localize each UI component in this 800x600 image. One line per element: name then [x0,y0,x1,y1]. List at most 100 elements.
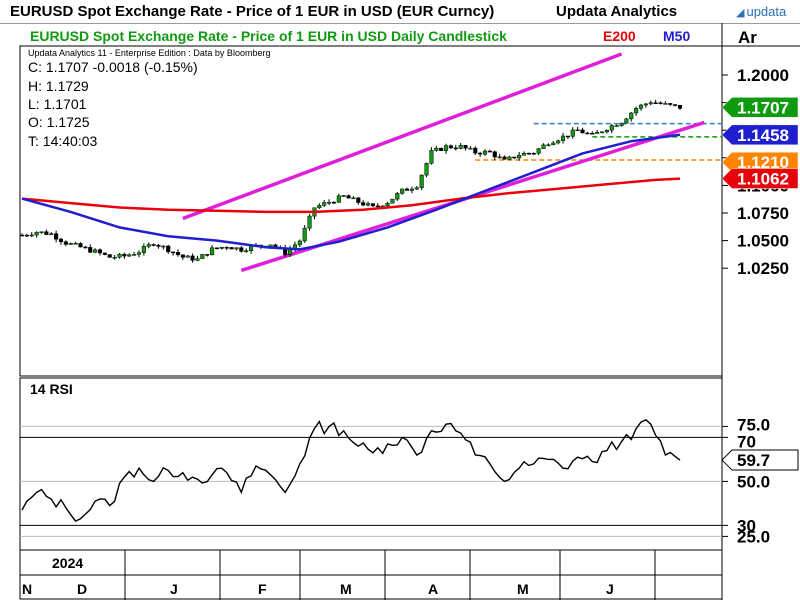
candle-body [614,125,619,127]
candle-body [117,253,122,258]
candle-body [677,104,683,109]
price-badge [721,124,799,146]
candle-body [658,102,663,105]
candle-body [375,205,380,208]
candle-body [210,247,215,256]
candle-body [58,238,64,242]
price-axis-label: 1.0250 [737,259,789,278]
candle-body [473,147,478,154]
candle-body [244,250,249,253]
candle-body [482,150,488,155]
axis-tag: Ar [738,28,757,47]
rsi-axis-label: 30 [737,516,756,535]
candle-body [234,247,239,250]
candle-body [414,187,419,190]
price-badge [721,168,799,189]
candle-body [541,144,546,149]
candle-body [122,253,127,257]
candle-body [575,129,580,132]
candle-body [361,202,366,206]
candle-body [171,251,176,254]
candle-body [507,156,512,160]
chart-area[interactable]: EURUSD Spot Exchange Rate - Price of 1 E… [0,23,800,600]
candle-body [434,147,439,151]
candle-body [478,152,483,155]
candle-body [590,132,595,135]
rsi-axis-label: 70 [737,432,756,451]
candle-body [648,102,653,105]
candle-body [595,131,600,134]
candle-body [634,108,639,114]
candle-body [409,188,414,191]
price-badge-label: 1.1210 [737,153,789,172]
candle-body [356,197,361,203]
candle-body [638,104,644,109]
candle-body [195,258,200,261]
candle-body [663,103,668,105]
date-axis-label: D [77,581,87,597]
candle-body [458,145,463,149]
rsi-badge [721,449,799,471]
candle-body [317,205,322,209]
candle-body [668,103,673,105]
candle-body [560,135,566,141]
candle-body [570,129,575,137]
brand-name: Updata Analytics [556,3,678,20]
price-badge-label: 1.1707 [737,98,789,117]
logo-text: updata [746,4,787,19]
candle-body [83,246,88,249]
candle-body [229,247,234,250]
candle-body [565,135,570,138]
candle-body [546,144,551,147]
channel-line [182,52,623,221]
candle-body [424,163,429,176]
rsi-axis-label: 75.0 [737,415,770,434]
candle-body [29,234,34,237]
readout-close: C: 1.1707 -0.0018 (-0.15%) [28,59,198,75]
candle-body [448,145,453,149]
candle-body [224,247,229,249]
date-axis-label: N [22,581,32,597]
candle-body [156,244,161,247]
candle-body [536,148,541,154]
candle-body [609,125,614,131]
candle-body [400,188,405,194]
candle-body [453,147,458,150]
candle-body [297,240,302,246]
candle-body [97,249,103,254]
date-axis-label: A [428,581,438,597]
price-panel-frame [19,45,723,377]
candle-body [385,202,390,207]
date-axis-label: J [170,581,178,597]
chart-marks: 1.20001.17501.15001.12501.10001.07501.05… [19,52,799,600]
candle-body [429,150,434,164]
candle-body [127,254,132,257]
candle-body [205,254,210,256]
candle-body [132,254,137,256]
candle-body [88,247,93,253]
candle-body [351,197,356,200]
candle-body [439,147,444,151]
candle-body [585,132,590,135]
candle-body [49,233,54,235]
candle-body [151,244,156,246]
chart-subtitle: EURUSD Spot Exchange Rate - Price of 1 E… [30,28,507,44]
data-credit: Updata Analytics 11 - Enterprise Edition… [28,48,270,58]
candle-body [175,252,181,256]
candle-body [502,156,507,160]
candle-body [443,145,449,151]
candle-body [336,195,341,203]
date-axis-label: M [517,581,529,597]
price-badge [721,97,799,118]
candle-body [166,245,171,253]
candle-body [24,234,29,237]
candle-body [112,256,117,259]
candle-body [517,154,522,159]
candle-body [551,142,556,146]
date-axis-label: F [258,581,267,597]
candle-body [556,140,561,144]
updata-logo: ◢ updata [736,4,786,19]
candle-body [63,241,68,245]
price-axis-label: 1.2000 [737,66,789,85]
candle-body [405,188,410,191]
